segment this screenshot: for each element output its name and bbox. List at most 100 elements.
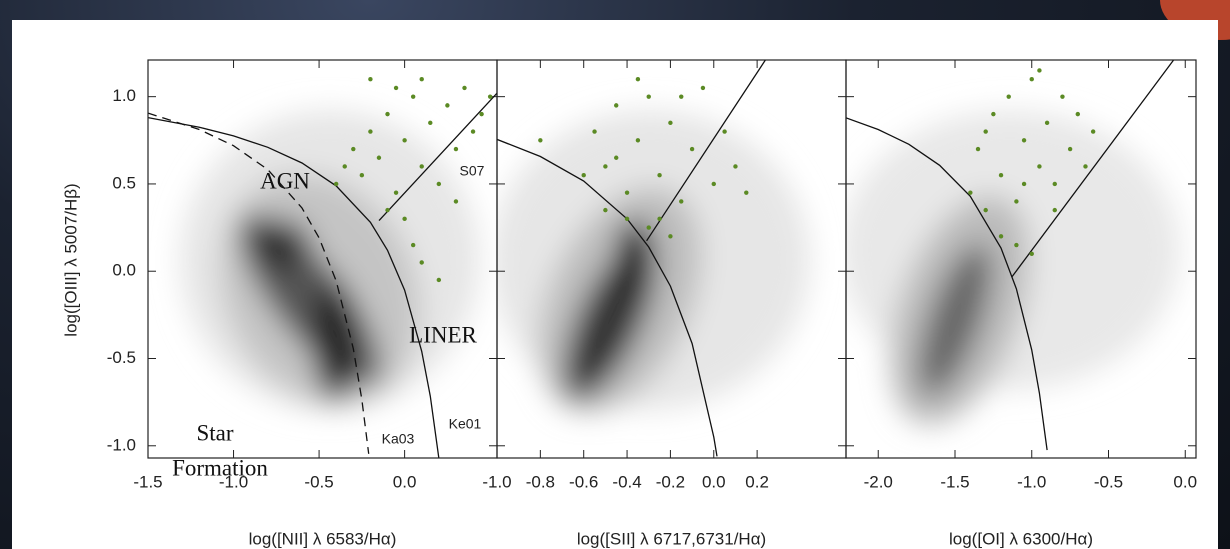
agn-point [462, 85, 467, 91]
x-tick-label: -0.4 [612, 472, 641, 491]
agn-point [624, 216, 630, 222]
y-axis-title: log([OIII] λ 5007/Hβ) [61, 183, 80, 336]
agn-point [333, 181, 339, 187]
agn-point [711, 181, 716, 187]
density-cloud [497, 110, 810, 413]
agn-point [998, 173, 1004, 178]
agn-point [968, 190, 973, 195]
x-tick-label: 0.0 [1173, 472, 1197, 491]
x-tick-label: -0.5 [1094, 472, 1123, 491]
agn-point [385, 207, 390, 213]
agn-point [453, 199, 459, 204]
agn-point [393, 190, 399, 195]
agn-point [402, 138, 407, 143]
agn-point [1021, 181, 1027, 187]
agn-point [1014, 242, 1019, 248]
y-tick-label: 1.0 [112, 86, 136, 105]
demarcation-line [497, 138, 718, 457]
region-label: Formation [172, 455, 268, 480]
agn-point [1060, 94, 1065, 99]
x-tick-label: -2.0 [864, 472, 893, 491]
agn-point [722, 129, 727, 134]
agn-point [624, 190, 630, 195]
agn-point [657, 173, 662, 178]
x-tick-label: -1.5 [940, 472, 969, 491]
agn-point [479, 111, 484, 117]
x-tick-label: -0.5 [304, 472, 333, 491]
agn-point [1014, 199, 1019, 204]
region-label: LINER [409, 322, 477, 347]
x-tick-label: -1.5 [133, 472, 162, 491]
agn-point [385, 111, 390, 117]
agn-point [470, 129, 476, 134]
agn-point [419, 260, 424, 265]
agn-point [1021, 138, 1027, 143]
demarcation-line [846, 117, 1048, 451]
demarcation-line [148, 112, 370, 454]
demarcation-line [148, 116, 440, 458]
x-tick-label: 0.0 [702, 472, 726, 491]
y-tick-label: 0.0 [112, 261, 136, 280]
agn-point [1052, 207, 1057, 213]
agn-point [436, 181, 442, 187]
agn-point [1083, 164, 1088, 169]
agn-point [419, 164, 424, 169]
agn-point [402, 216, 407, 222]
region-label: Star [196, 420, 233, 445]
agn-point [679, 94, 684, 99]
curve-label: S07 [460, 163, 485, 179]
agn-point [614, 103, 619, 108]
agn-point [983, 129, 988, 134]
agn-point [668, 120, 673, 126]
agn-point [538, 138, 543, 143]
x-tick-label: -1.0 [482, 472, 511, 491]
agn-point [991, 111, 996, 117]
agn-point [1037, 68, 1042, 73]
agn-point [689, 146, 695, 152]
x-tick-label: 0.2 [745, 472, 769, 491]
curve-label: Ke01 [449, 416, 482, 432]
agn-point [733, 164, 738, 169]
density-cloud [180, 110, 480, 410]
agn-point [998, 234, 1004, 239]
agn-point [975, 146, 981, 152]
agn-point [744, 190, 749, 195]
agn-point [487, 94, 493, 99]
agn-point [603, 207, 608, 213]
x-tick-label: -1.0 [1017, 472, 1046, 491]
agn-point [1067, 146, 1073, 152]
agn-point [983, 207, 988, 213]
agn-point [359, 173, 365, 178]
agn-point [657, 216, 662, 222]
agn-point [1044, 120, 1050, 126]
y-tick-label: -1.0 [107, 435, 136, 454]
demarcation-line [646, 60, 766, 242]
agn-point [351, 146, 356, 152]
y-tick-label: 0.5 [112, 173, 136, 192]
agn-point [603, 164, 608, 169]
x-tick-label: 0.0 [393, 472, 417, 491]
demarcation-line [1011, 60, 1175, 278]
x-axis-title: log([SII] λ 6717,6731/Hα) [577, 529, 766, 548]
agn-point [368, 77, 373, 82]
agn-point [1029, 251, 1034, 256]
x-axis-title: log([OI] λ 6300/Hα) [949, 529, 1093, 548]
curve-label: Ka03 [382, 431, 415, 447]
agn-point [368, 129, 373, 134]
agn-point [646, 94, 651, 99]
agn-point [436, 277, 442, 283]
demarcation-line [378, 92, 497, 222]
y-tick-label: -0.5 [107, 348, 136, 367]
x-tick-label: -1.0 [219, 472, 248, 491]
agn-point [428, 120, 433, 126]
agn-point [410, 94, 416, 99]
agn-point [581, 173, 586, 178]
agn-point [1090, 129, 1096, 134]
agn-point [592, 129, 597, 134]
agn-point [419, 77, 424, 82]
x-tick-label: -0.6 [569, 472, 598, 491]
agn-point [1006, 94, 1011, 99]
agn-point [1052, 181, 1057, 187]
